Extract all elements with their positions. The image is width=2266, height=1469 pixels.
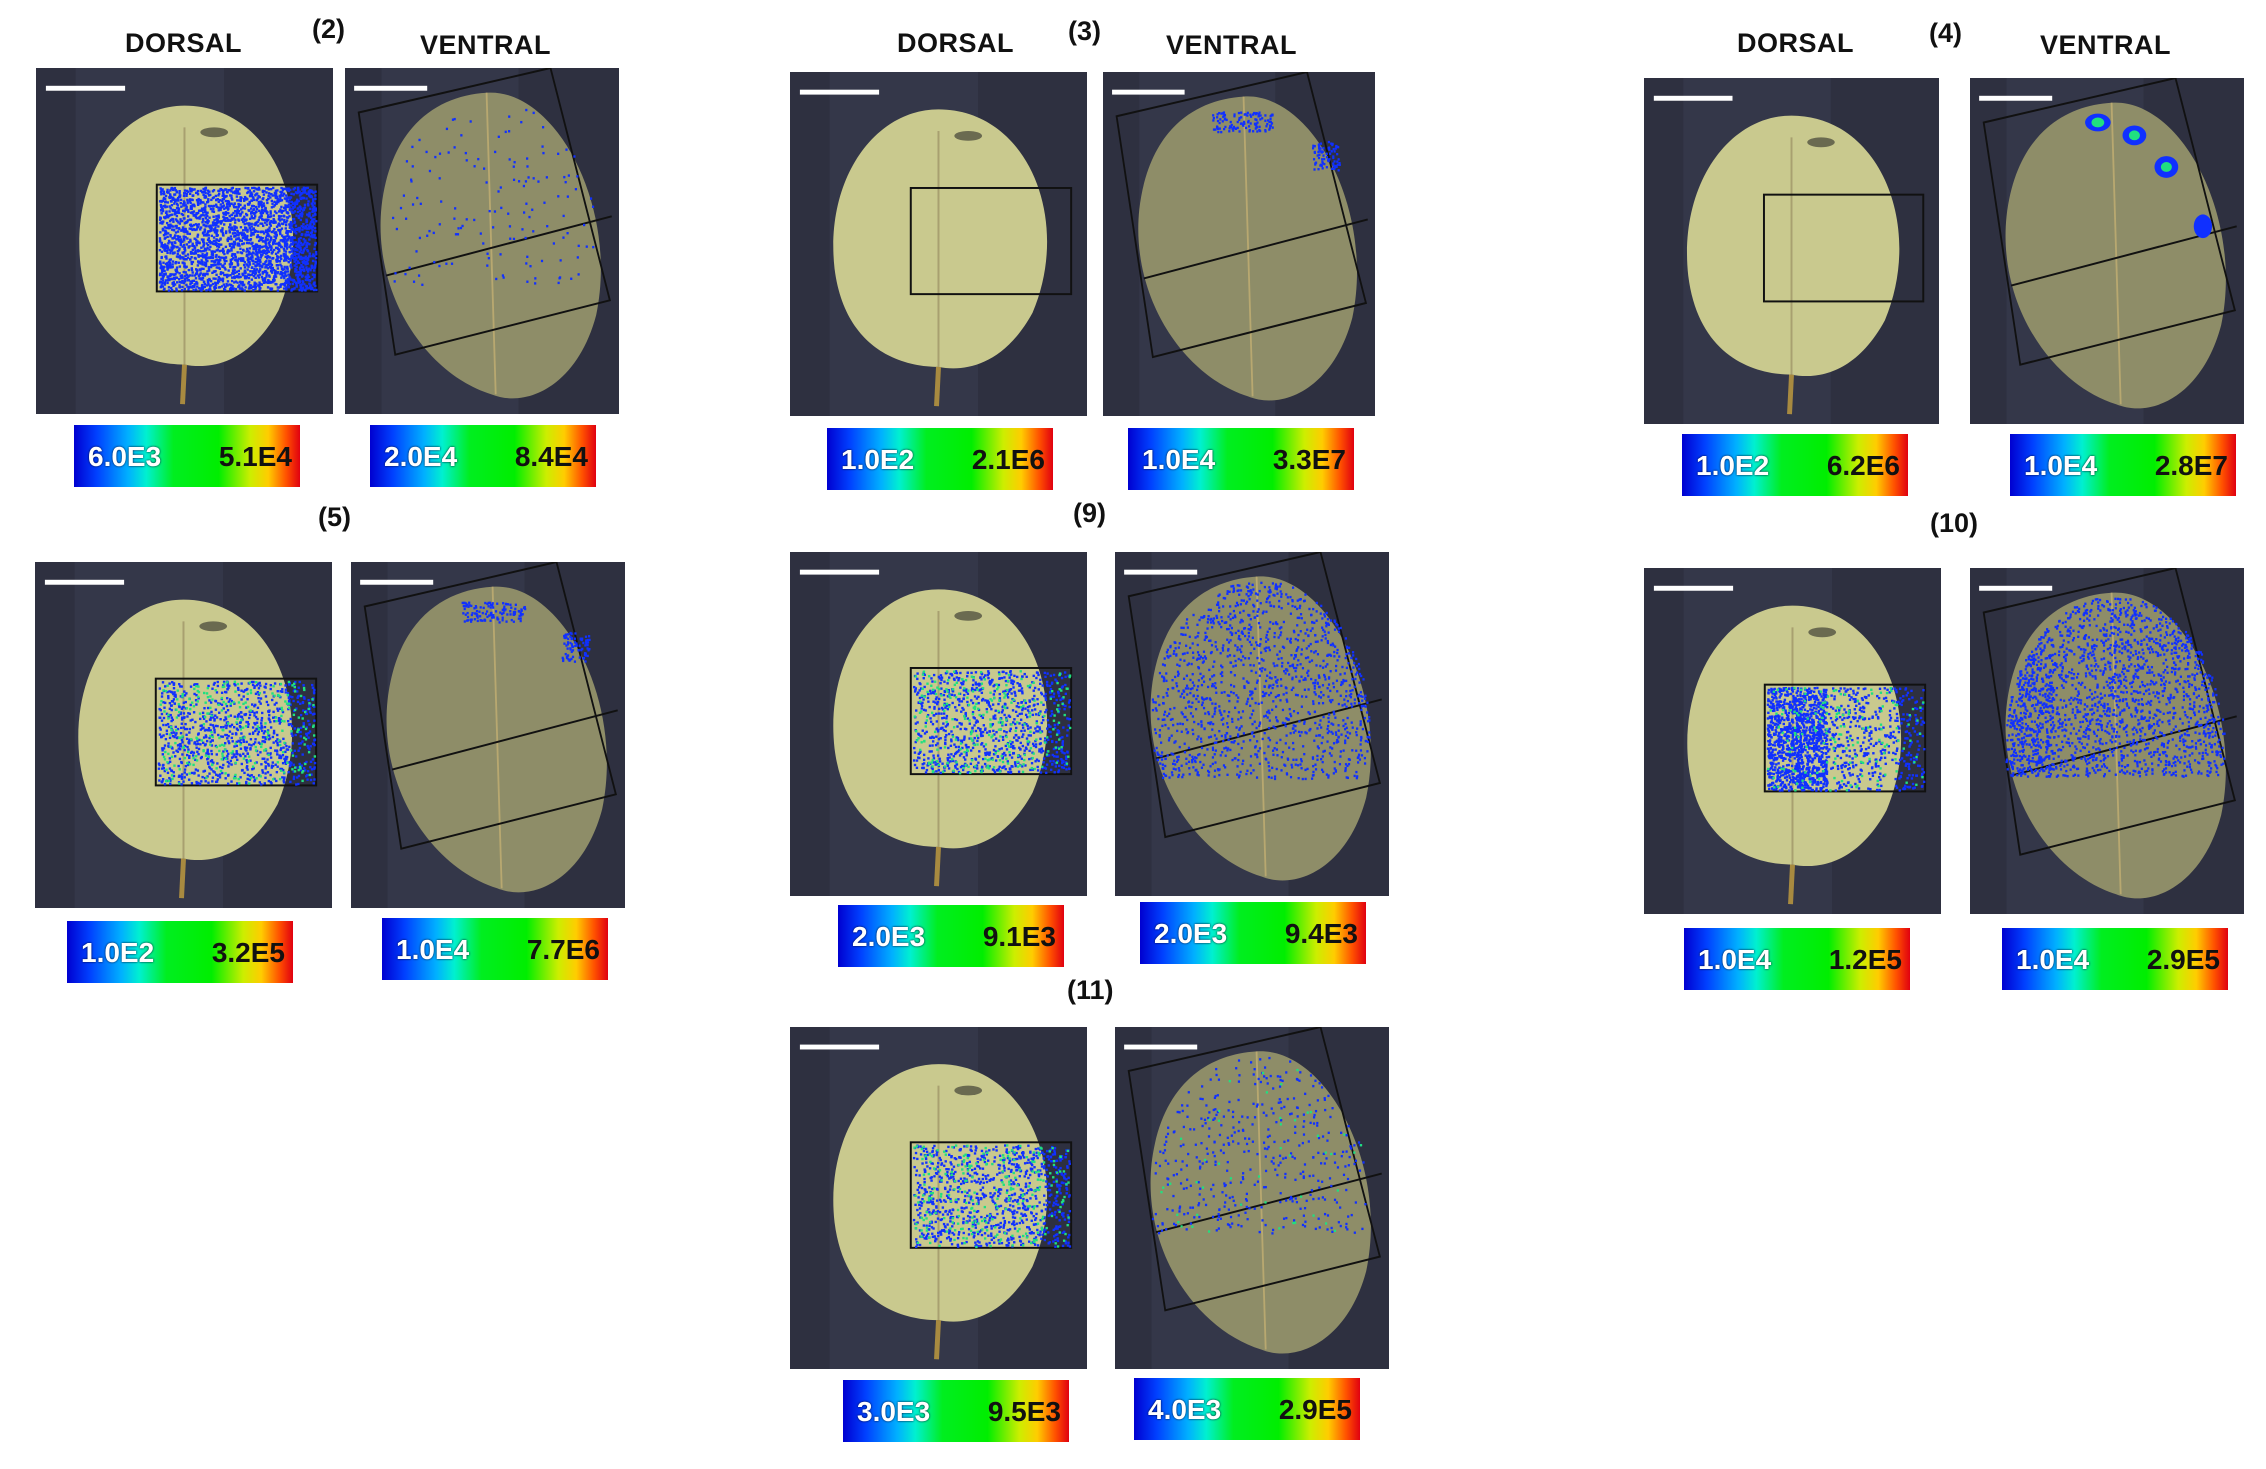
dorsal-image-10: [1644, 568, 1941, 914]
color-scale-ventral-9: 2.0E3 9.4E3: [1140, 902, 1366, 964]
group-label-3: (3): [1068, 16, 1101, 46]
color-scale-dorsal-11: 3.0E3 9.5E3: [843, 1380, 1069, 1442]
dorsal-image-2: [36, 68, 333, 414]
ventral-image-3: [1103, 72, 1375, 416]
scale-max: 3.3E7: [1272, 444, 1346, 475]
scale-min: 2.0E3: [1154, 918, 1228, 949]
color-scale-ventral-5: 1.0E4 7.7E6: [382, 918, 608, 980]
group-label-11: (11): [1067, 975, 1114, 1005]
scale-max: 6.2E6: [1826, 450, 1900, 481]
scale-max: 2.9E5: [2146, 944, 2220, 975]
dorsal-image-9: [790, 552, 1087, 896]
scale-min: 1.0E4: [1142, 444, 1216, 475]
scale-min: 2.0E4: [384, 441, 458, 472]
ventral-image-11: [1115, 1027, 1389, 1369]
scale-min: 1.0E4: [1698, 944, 1772, 975]
scale-min: 1.0E4: [396, 934, 470, 965]
scale-max: 2.9E5: [1278, 1394, 1352, 1425]
color-scale-ventral-3: 1.0E4 3.3E7: [1128, 428, 1354, 490]
scale-max: 2.1E6: [971, 444, 1045, 475]
ventral-image-4: [1970, 78, 2244, 424]
ventral-header-3: VENTRAL: [2040, 30, 2171, 60]
scale-min: 2.0E3: [852, 921, 926, 952]
ventral-image-2: [345, 68, 619, 414]
dorsal-header-2: DORSAL: [897, 28, 1014, 58]
color-scale-dorsal-3: 1.0E2 2.1E6: [827, 428, 1053, 490]
dorsal-image-5: [35, 562, 332, 908]
color-scale-dorsal-5: 1.0E2 3.2E5: [67, 921, 293, 983]
scale-max: 3.2E5: [211, 937, 285, 968]
color-scale-dorsal-9: 2.0E3 9.1E3: [838, 905, 1064, 967]
group-label-4: (4): [1929, 18, 1962, 48]
scale-min: 1.0E4: [2016, 944, 2090, 975]
scale-min: 1.0E2: [841, 444, 915, 475]
scale-max: 8.4E4: [514, 441, 588, 472]
group-label-9: (9): [1073, 498, 1106, 528]
scale-min: 3.0E3: [857, 1396, 931, 1427]
scale-max: 9.1E3: [982, 921, 1056, 952]
color-scale-dorsal-2: 6.0E3 5.1E4: [74, 425, 300, 487]
ventral-header-1: VENTRAL: [420, 30, 551, 60]
scale-max: 5.1E4: [218, 441, 292, 472]
scale-max: 1.2E5: [1828, 944, 1902, 975]
scale-max: 2.8E7: [2154, 450, 2228, 481]
group-label-2: (2): [312, 14, 345, 44]
scale-min: 1.0E2: [81, 937, 155, 968]
dorsal-image-11: [790, 1027, 1087, 1369]
color-scale-ventral-2: 2.0E4 8.4E4: [370, 425, 596, 487]
ventral-header-2: VENTRAL: [1166, 30, 1297, 60]
scale-min: 6.0E3: [88, 441, 162, 472]
color-scale-ventral-11: 4.0E3 2.9E5: [1134, 1378, 1360, 1440]
scale-max: 7.7E6: [526, 934, 600, 965]
scale-max: 9.5E3: [987, 1396, 1061, 1427]
ventral-image-5: [351, 562, 625, 908]
group-label-5: (5): [318, 502, 351, 532]
ventral-image-9: [1115, 552, 1389, 896]
dorsal-header-3: DORSAL: [1737, 28, 1854, 58]
color-scale-ventral-4: 1.0E4 2.8E7: [2010, 434, 2236, 496]
scale-min: 1.0E4: [2024, 450, 2098, 481]
dorsal-header-1: DORSAL: [125, 28, 242, 58]
color-scale-dorsal-10: 1.0E4 1.2E5: [1684, 928, 1910, 990]
color-scale-dorsal-4: 1.0E2 6.2E6: [1682, 434, 1908, 496]
scale-min: 4.0E3: [1148, 1394, 1222, 1425]
dorsal-image-3: [790, 72, 1087, 416]
dorsal-image-4: [1644, 78, 1939, 424]
group-label-10: (10): [1930, 508, 1979, 538]
scale-min: 1.0E2: [1696, 450, 1770, 481]
ventral-image-10: [1970, 568, 2244, 914]
color-scale-ventral-10: 1.0E4 2.9E5: [2002, 928, 2228, 990]
scale-max: 9.4E3: [1284, 918, 1358, 949]
